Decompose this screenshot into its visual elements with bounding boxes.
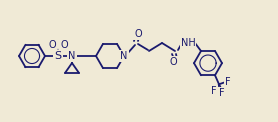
Text: O: O [48, 40, 56, 50]
Text: N: N [68, 51, 76, 61]
Text: F: F [211, 86, 217, 96]
Text: F: F [219, 88, 225, 98]
Text: O: O [60, 40, 68, 50]
Text: S: S [54, 51, 61, 61]
Text: NH: NH [181, 38, 195, 48]
Text: N: N [120, 51, 128, 61]
Text: F: F [225, 77, 231, 87]
Text: O: O [169, 57, 177, 67]
Text: O: O [134, 29, 142, 39]
